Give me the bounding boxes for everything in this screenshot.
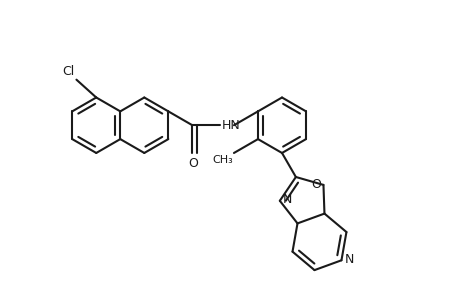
Text: N: N — [344, 253, 353, 266]
Text: CH₃: CH₃ — [212, 155, 232, 165]
Text: Cl: Cl — [62, 65, 74, 78]
Text: HN: HN — [222, 119, 241, 132]
Text: O: O — [311, 178, 321, 191]
Text: O: O — [188, 157, 198, 170]
Text: N: N — [282, 193, 291, 206]
